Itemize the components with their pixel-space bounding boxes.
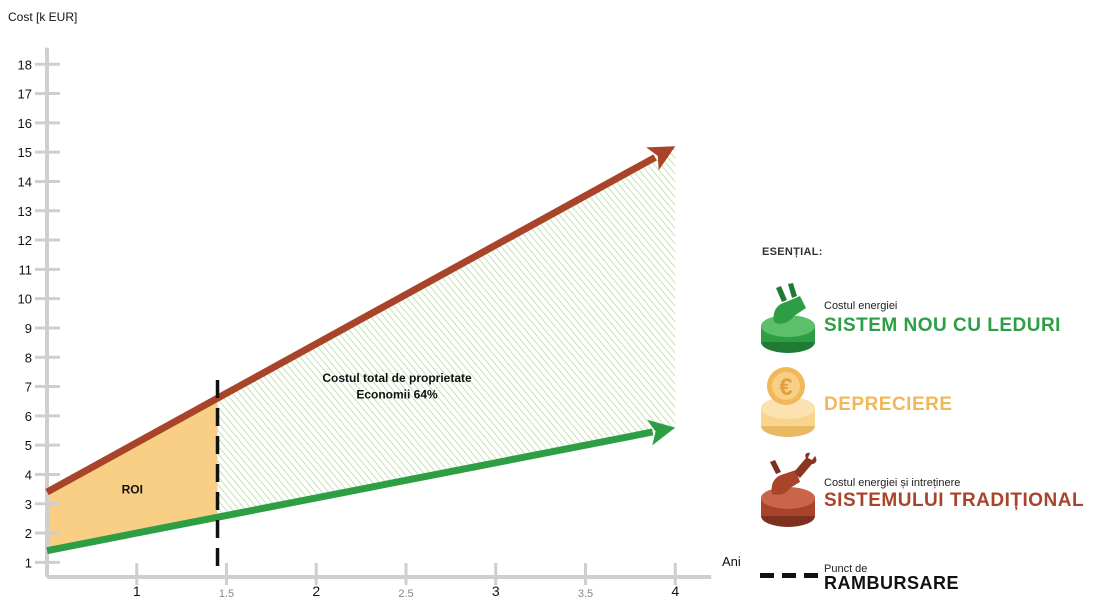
x-tick-label: 2.5 [398,588,413,600]
y-tick-label: 16 [18,116,32,131]
euro-coin-icon: € [761,367,815,437]
wrench-plug-coin-icon [761,452,817,527]
legend-item-traditional: Costul energiei și intreținere SISTEMULU… [760,452,1100,532]
x-tick-label: 3 [492,583,500,599]
led-cost-line [46,428,654,555]
svg-text:€: € [779,374,792,401]
y-tick-label: 13 [18,204,32,219]
x-tick-label: 3.5 [578,588,593,600]
legend-payback-big: RAMBURSARE [824,573,959,593]
y-tick-label: 9 [25,321,32,336]
led-plug-coin-icon [761,283,815,353]
legend-depreciation-big: DEPRECIERE [824,394,953,415]
y-tick-label: 11 [19,262,33,277]
y-tick-label: 8 [25,350,32,365]
y-tick-label: 14 [18,174,32,189]
legend-led-big: SISTEM NOU CU LEDURI [824,315,1061,336]
y-tick-label: 12 [18,233,32,248]
led-arrowhead [647,419,676,446]
x-tick-label: 4 [671,583,679,599]
roi-label: ROI [122,483,143,497]
dashed-line-icon [760,573,820,578]
y-tick-label: 10 [18,292,32,307]
legend-item-payback: Punct de RAMBURSARE [760,562,1060,598]
y-tick-label: 15 [18,145,32,160]
y-tick-label: 3 [25,497,32,512]
legend-traditional-small: Costul energiei și intreținere [824,477,961,489]
x-axis-label: Ani [722,554,740,569]
y-tick-label: 5 [25,438,32,453]
y-tick-label: 6 [25,409,32,424]
y-tick-label: 1 [25,555,32,570]
legend-item-depreciation: € DEPRECIERE [760,366,1100,446]
savings-area [217,146,676,518]
legend-payback-small: Punct de [824,563,868,575]
x-tick-label: 1.5 [219,588,234,600]
y-tick-label: 18 [18,57,32,72]
savings-label: Costul total de proprietate [322,371,472,385]
y-axis-label: Cost [k EUR] [8,10,77,24]
savings-percentage: Economii 64% [356,387,438,401]
y-tick-label: 2 [25,526,32,541]
x-tick-label: 2 [312,583,320,599]
legend-item-led: Costul energiei SISTEM NOU CU LEDURI [760,282,1100,362]
y-tick-label: 17 [18,87,32,102]
y-tick-label: 4 [25,467,32,482]
traditional-arrowhead [646,146,676,171]
y-tick-label: 7 [25,380,32,395]
legend-traditional-big: SISTEMULUI TRADIȚIONAL [824,490,1085,511]
x-tick-label: 1 [133,583,141,599]
legend-title: ESENȚIAL: [762,246,823,258]
cost-chart: Cost [k EUR] Ani 12345678910111213141516… [8,10,740,600]
roi-area [47,398,218,551]
legend-led-small: Costul energiei [824,300,898,312]
traditional-cost-line [45,154,657,496]
